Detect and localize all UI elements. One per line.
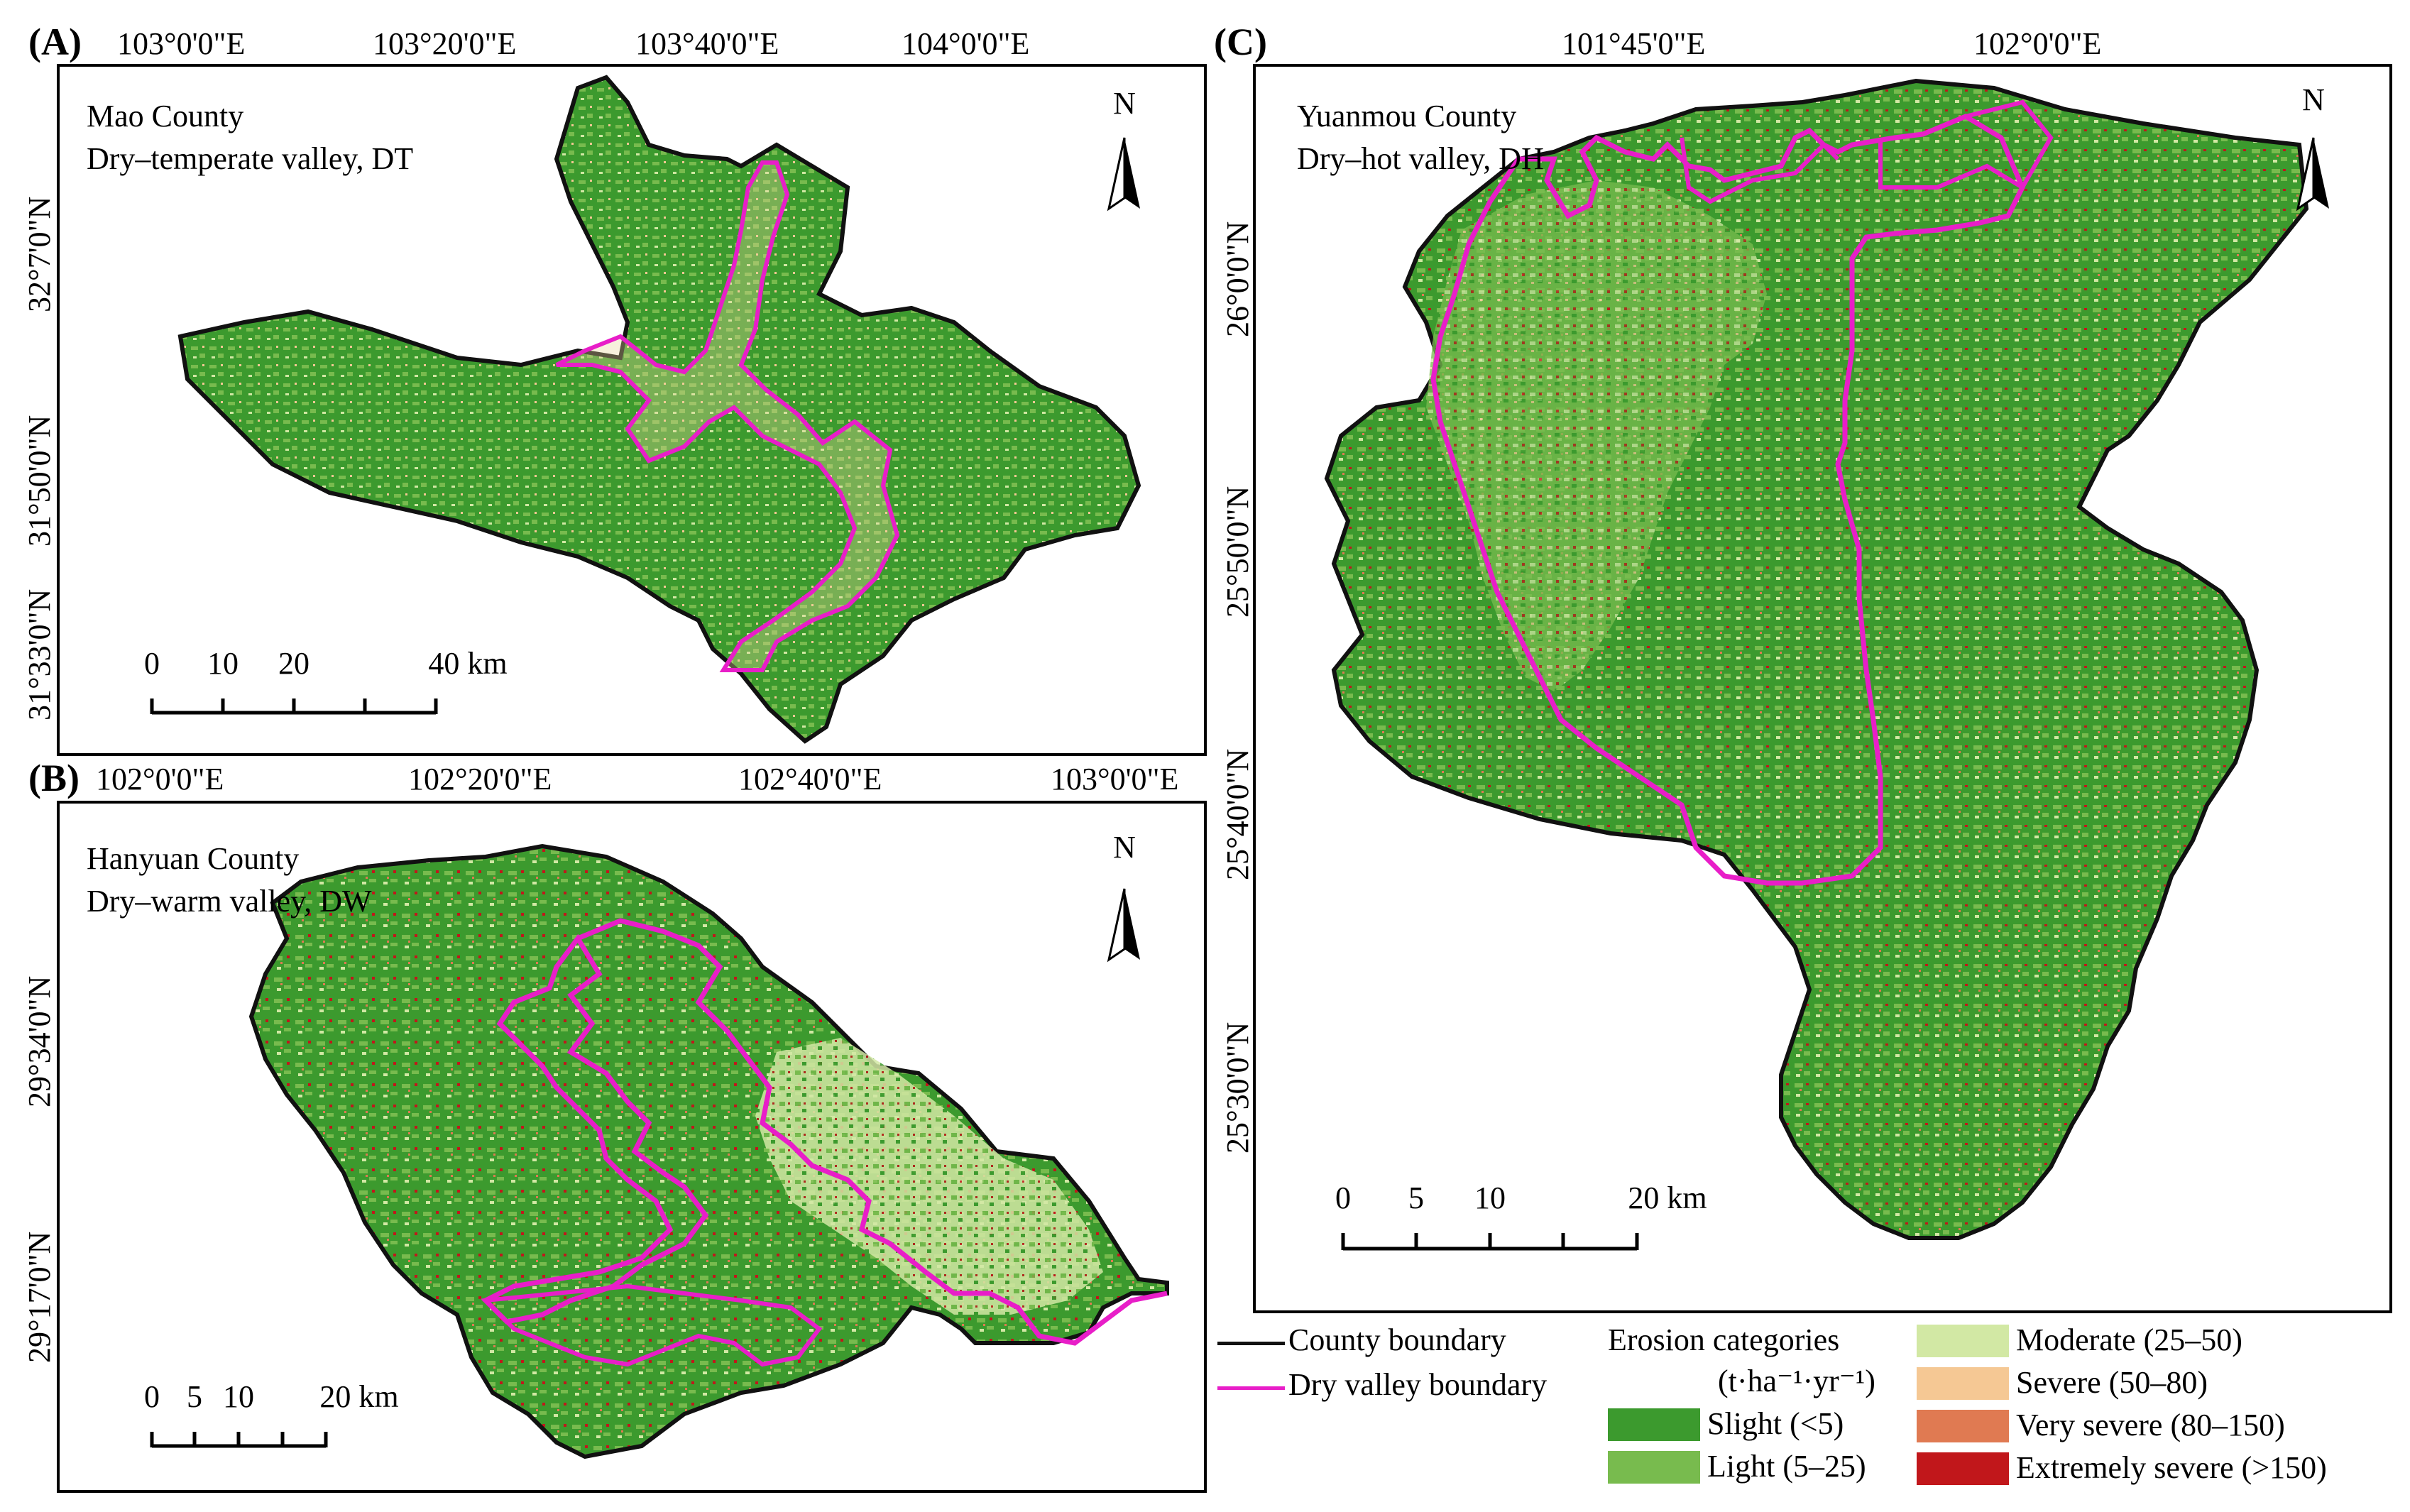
moderate-swatch bbox=[1917, 1325, 2009, 1357]
panel-c-map bbox=[1324, 78, 2329, 1251]
panel-c-title: Yuanmou County Dry–hot valley, DH bbox=[1297, 95, 1544, 180]
panel-c-scale-0: 0 bbox=[1335, 1180, 1351, 1215]
panel-b-map bbox=[150, 843, 1169, 1459]
panel-b-county-area bbox=[248, 843, 1169, 1459]
panel-c-dry-valley-inner bbox=[1680, 99, 2054, 204]
panel-c-lon-label-1: 101°45'0"E bbox=[1562, 26, 1706, 61]
panel-b-scale-2: 10 bbox=[223, 1379, 254, 1414]
panel-c-map-frame: Yuanmou County Dry–hot valley, DH N 0 5 … bbox=[1253, 64, 2392, 1313]
panel-c-valley-type: Dry–hot valley, DH bbox=[1297, 141, 1544, 176]
panel-c-north-arrow-icon bbox=[2296, 137, 2329, 212]
light-swatch bbox=[1608, 1451, 1700, 1484]
panel-a-lon-label-4: 104°0'0"E bbox=[902, 26, 1030, 61]
county-boundary-label: County boundary bbox=[1288, 1322, 1506, 1357]
panel-b-letter: (B) bbox=[28, 757, 80, 799]
panel-a-valley-type: Dry–temperate valley, DT bbox=[87, 141, 414, 176]
panel-a-map-frame: Mao County Dry–temperate valley, DT N 0 … bbox=[57, 64, 1207, 756]
panel-c-lat-label-3: 25°40'0"N bbox=[1220, 748, 1255, 880]
panel-a-scale-3: 40 km bbox=[428, 646, 508, 681]
panel-a-north-label: N bbox=[1113, 86, 1136, 121]
severe-label: Severe (50–80) bbox=[2016, 1365, 2208, 1400]
panel-a-title: Mao County Dry–temperate valley, DT bbox=[87, 95, 413, 180]
panel-c-scale-labels: 0 5 10 20 km bbox=[1256, 1180, 1753, 1222]
slight-swatch bbox=[1608, 1408, 1700, 1441]
panel-b-lon-label-2: 102°20'0"E bbox=[408, 762, 552, 796]
panel-b-map-frame: Hanyuan County Dry–warm valley, DW N 0 5… bbox=[57, 801, 1207, 1493]
panel-a-lon-label-3: 103°40'0"E bbox=[635, 26, 779, 61]
panel-c-scale-3: 20 km bbox=[1628, 1180, 1707, 1215]
light-label: Light (5–25) bbox=[1707, 1449, 1866, 1484]
panel-a-dry-valley-boundary bbox=[555, 160, 900, 672]
panel-c-scale-1: 5 bbox=[1408, 1180, 1424, 1215]
panel-b-north-label: N bbox=[1113, 830, 1136, 865]
panel-b-title: Hanyuan County Dry–warm valley, DW bbox=[87, 838, 372, 923]
moderate-label: Moderate (25–50) bbox=[2016, 1322, 2242, 1357]
panel-b-county-name: Hanyuan County bbox=[87, 841, 300, 876]
panel-c-north-label: N bbox=[2302, 82, 2325, 117]
erosion-categories-unit: (t·ha⁻¹·yr⁻¹) bbox=[1718, 1364, 1875, 1398]
panel-c-lat-label-1: 26°0'0"N bbox=[1220, 221, 1255, 337]
dry-valley-boundary-label: Dry valley boundary bbox=[1288, 1367, 1548, 1402]
panel-a-lat-label-1: 32°7'0"N bbox=[22, 196, 57, 312]
panel-c-lat-label-2: 25°50'0"N bbox=[1220, 486, 1255, 618]
panel-b-lat-label-2: 29°17'0"N bbox=[22, 1231, 57, 1363]
panel-b-lon-label-3: 102°40'0"E bbox=[738, 762, 882, 796]
very-severe-label: Very severe (80–150) bbox=[2016, 1408, 2285, 1442]
panel-b-scale-1: 5 bbox=[187, 1379, 202, 1414]
panel-a-scale-1: 10 bbox=[207, 646, 239, 681]
panel-c-letter: (C) bbox=[1214, 21, 1267, 63]
panel-b-north-arrow-icon bbox=[1107, 888, 1140, 963]
panel-b-scale-0: 0 bbox=[144, 1379, 160, 1414]
panel-b-scale-3: 20 km bbox=[319, 1379, 399, 1414]
panel-b-lat-label-1: 29°34'0"N bbox=[22, 975, 57, 1107]
panel-c-scale-2: 10 bbox=[1474, 1180, 1506, 1215]
extremely-severe-swatch bbox=[1917, 1452, 2009, 1485]
panel-b-lon-label-4: 103°0'0"E bbox=[1051, 762, 1179, 796]
slight-label: Slight (<5) bbox=[1707, 1406, 1844, 1441]
county-boundary-swatch bbox=[1217, 1342, 1285, 1345]
panel-a-lat-label-2: 31°50'0"N bbox=[22, 415, 57, 547]
panel-c-scale-bar bbox=[1341, 1233, 1639, 1251]
panel-b-scale-bar bbox=[150, 1432, 328, 1448]
panel-b-dry-valley-river-loop bbox=[481, 1283, 823, 1367]
panel-b-moderate-zone bbox=[755, 1038, 1103, 1315]
panel-a-scale-labels: 0 10 20 40 km bbox=[60, 645, 557, 688]
panel-b-valley-type: Dry–warm valley, DW bbox=[87, 884, 372, 919]
panel-c-light-zone bbox=[1426, 180, 1767, 691]
panel-b-scale-labels: 0 5 10 20 km bbox=[60, 1379, 486, 1421]
panel-a-county-area bbox=[177, 75, 1141, 744]
panel-a-lon-label-1: 103°0'0"E bbox=[117, 26, 246, 61]
extremely-severe-label: Extremely severe (>150) bbox=[2016, 1450, 2327, 1485]
panel-c-county-name: Yuanmou County bbox=[1297, 99, 1517, 133]
panel-a-map bbox=[150, 75, 1141, 744]
panel-b-lon-label-1: 102°0'0"E bbox=[96, 762, 224, 796]
panel-a-north-arrow-icon bbox=[1107, 137, 1140, 212]
dry-valley-boundary-swatch bbox=[1217, 1386, 1285, 1390]
panel-a-letter: (A) bbox=[28, 21, 82, 63]
panel-a-lat-label-3: 31°33'0"N bbox=[22, 588, 57, 721]
panel-c-lat-label-4: 25°30'0"N bbox=[1220, 1021, 1255, 1154]
panel-a-scale-0: 0 bbox=[144, 646, 160, 681]
panel-a-county-name: Mao County bbox=[87, 99, 244, 133]
panel-a-scale-2: 20 bbox=[278, 646, 310, 681]
panel-c-lon-label-2: 102°0'0"E bbox=[1973, 26, 2102, 61]
very-severe-swatch bbox=[1917, 1410, 2009, 1442]
panel-a-scale-bar bbox=[150, 699, 438, 715]
panel-a-lon-label-2: 103°20'0"E bbox=[373, 26, 517, 61]
erosion-categories-title: Erosion categories bbox=[1608, 1322, 1840, 1357]
severe-swatch bbox=[1917, 1367, 2009, 1400]
